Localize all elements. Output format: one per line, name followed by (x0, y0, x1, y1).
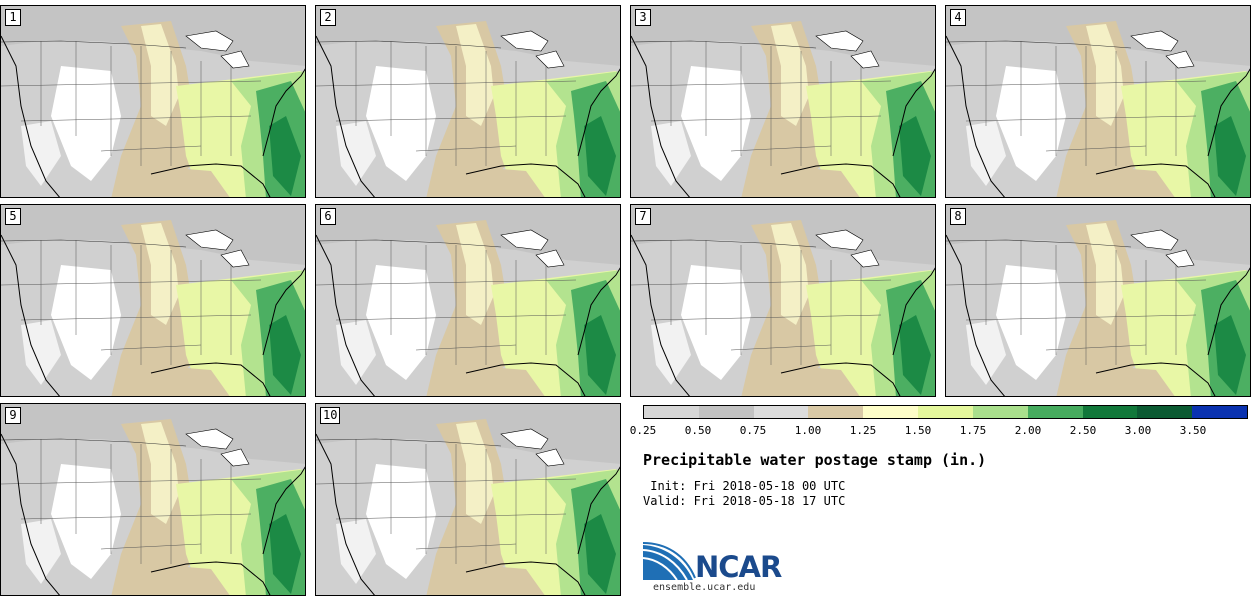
map-image (946, 6, 1250, 197)
colorbar-swatch (753, 406, 809, 418)
map-panel: 8 (945, 204, 1251, 397)
map-image (1, 404, 305, 595)
map-image (631, 6, 935, 197)
map-image (316, 6, 620, 197)
ncar-logo-icon (643, 542, 696, 581)
colorbar-swatch (972, 406, 1028, 418)
colorbar-swatch (1137, 406, 1193, 418)
colorbar-tick-label: 3.00 (1124, 424, 1152, 437)
site-url[interactable]: ensemble.ucar.edu (653, 582, 756, 593)
map-panel: 7 (630, 204, 936, 397)
colorbar-swatch (698, 406, 754, 418)
map-panel: 9 (0, 403, 306, 596)
colorbar-tick-label: 3.50 (1179, 424, 1207, 437)
panel-number: 3 (635, 9, 651, 26)
colorbar-swatch (1082, 406, 1138, 418)
colorbar-swatch (918, 406, 973, 418)
map-panel: 6 (315, 204, 621, 397)
map-image (316, 205, 620, 396)
map-panel: 4 (945, 5, 1251, 198)
map-image (1, 6, 305, 197)
colorbar-tick-label: 0.25 (629, 424, 657, 437)
colorbar-tick-label: 1.00 (794, 424, 822, 437)
colorbar-swatch (863, 406, 919, 418)
colorbar-swatch (644, 406, 699, 418)
colorbar-tick-label: 0.50 (684, 424, 712, 437)
colorbar-ticks: 0.25 0.50 0.75 1.00 1.25 1.50 1.75 2.00 2.50 3.00… (630, 424, 1248, 440)
panel-number: 5 (5, 208, 21, 225)
panel-number: 4 (950, 9, 966, 26)
colorbar-swatch (1027, 406, 1083, 418)
map-image (946, 205, 1250, 396)
panel-number: 7 (635, 208, 651, 225)
colorbar-tick-label: 1.25 (849, 424, 877, 437)
map-image (316, 404, 620, 595)
map-panel: 1 (0, 5, 306, 198)
map-image (631, 205, 935, 396)
valid-time: Valid: Fri 2018-05-18 17 UTC (643, 494, 846, 508)
panel-number: 9 (5, 407, 21, 424)
map-panel: 2 (315, 5, 621, 198)
colorbar-tick-label: 2.00 (1014, 424, 1042, 437)
logo-text: NCAR (695, 550, 782, 584)
panel-number: 1 (5, 9, 21, 26)
colorbar-tick-label: 1.50 (904, 424, 932, 437)
map-panel: 3 (630, 5, 936, 198)
colorbar-tick-label: 1.75 (959, 424, 987, 437)
colorbar-swatch (1192, 406, 1247, 418)
colorbar-tick-label: 0.75 (739, 424, 767, 437)
panel-number: 10 (320, 407, 341, 424)
colorbar-swatch (808, 406, 864, 418)
map-image (1, 205, 305, 396)
panel-number: 8 (950, 208, 966, 225)
colorbar-tick-label: 2.50 (1069, 424, 1097, 437)
chart-title: Precipitable water postage stamp (in.) (643, 451, 987, 469)
panel-number: 2 (320, 9, 336, 26)
colorbar (643, 405, 1248, 419)
map-panel: 5 (0, 204, 306, 397)
panel-number: 6 (320, 208, 336, 225)
init-time: Init: Fri 2018-05-18 00 UTC (650, 479, 846, 493)
map-panel: 10 (315, 403, 621, 596)
